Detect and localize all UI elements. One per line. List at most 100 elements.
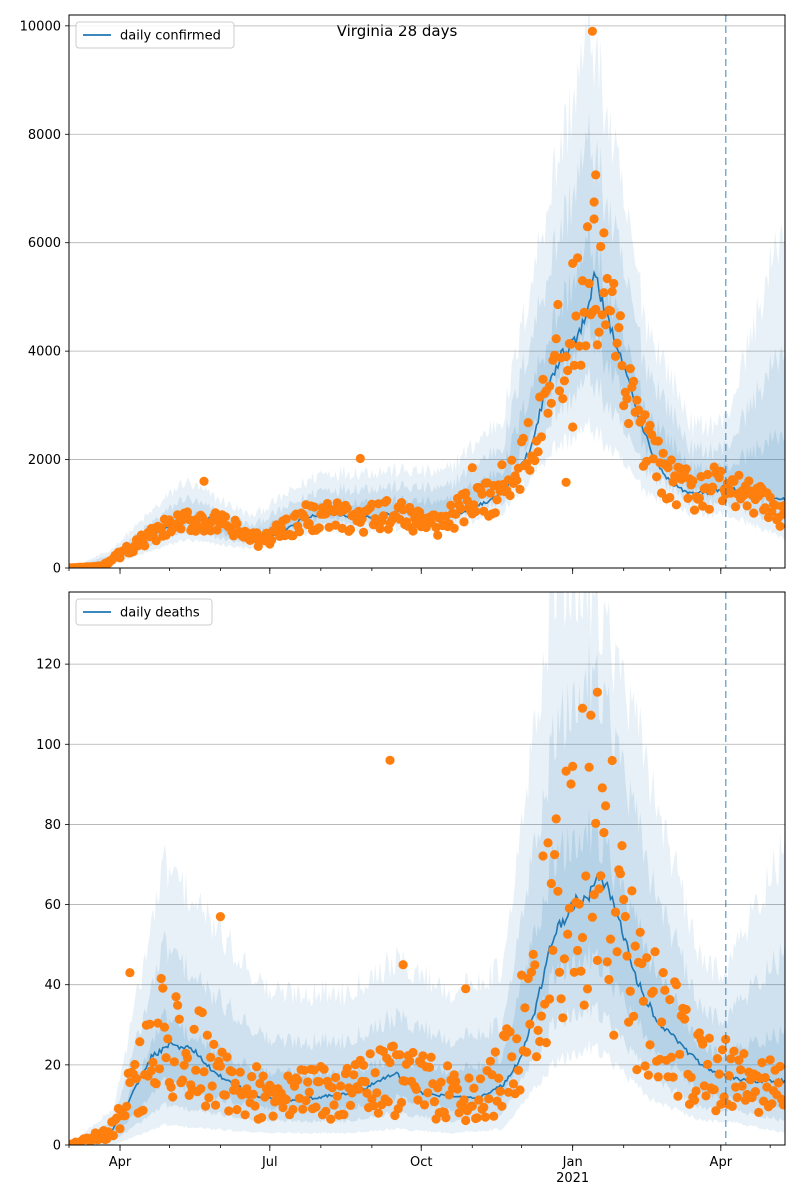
observed-point	[708, 482, 718, 492]
observed-point	[607, 755, 617, 766]
observed-point	[568, 761, 578, 772]
observed-point	[288, 1104, 298, 1115]
observed-point	[589, 214, 599, 224]
observed-point	[543, 408, 553, 418]
observed-point	[732, 1092, 742, 1103]
observed-point	[609, 1030, 619, 1040]
observed-point	[739, 1049, 749, 1059]
observed-point	[456, 504, 466, 514]
observed-point	[546, 398, 556, 408]
observed-point	[615, 311, 626, 321]
observed-point	[668, 1072, 678, 1082]
observed-point	[675, 1049, 685, 1059]
observed-point	[480, 1112, 490, 1122]
observed-point	[293, 1075, 303, 1085]
observed-point	[545, 994, 555, 1004]
observed-point	[441, 1113, 451, 1123]
observed-point	[765, 492, 775, 502]
observed-point	[587, 26, 598, 36]
observed-point	[591, 170, 601, 180]
observed-point	[426, 1052, 436, 1062]
observed-point	[495, 1086, 505, 1096]
observed-point	[278, 1102, 288, 1113]
uncertainty-band	[69, 111, 785, 568]
observed-point	[248, 1089, 258, 1099]
observed-point	[151, 1079, 161, 1089]
observed-point	[541, 1038, 551, 1048]
observed-point	[760, 503, 770, 513]
observed-point	[419, 1100, 430, 1110]
observed-point	[227, 1067, 237, 1077]
observed-point	[485, 1056, 495, 1066]
y-tick-label: 0	[53, 562, 61, 577]
axes-frame	[68, 591, 786, 1146]
observed-point	[596, 871, 606, 881]
observed-point	[349, 1070, 359, 1080]
observed-point	[605, 934, 616, 944]
y-tick-label: 0	[53, 1139, 61, 1154]
observed-point	[571, 311, 581, 321]
observed-point	[209, 1039, 219, 1049]
observed-point	[424, 1062, 435, 1072]
observed-point	[197, 1007, 207, 1018]
observed-point	[645, 420, 655, 430]
observed-point	[204, 1093, 214, 1103]
observed-point	[336, 1081, 346, 1091]
observed-point	[528, 949, 538, 960]
observed-point	[156, 523, 166, 533]
observed-point	[365, 1049, 375, 1059]
observed-point	[174, 1014, 184, 1024]
uncertainty-band	[69, 804, 785, 1145]
observed-point	[451, 1076, 461, 1086]
observed-point	[726, 1054, 736, 1064]
observed-point	[375, 524, 385, 534]
observed-point	[452, 1084, 463, 1094]
observed-point	[156, 973, 166, 984]
observed-point	[704, 1033, 714, 1043]
observed-point	[609, 278, 619, 289]
observed-point	[396, 498, 407, 508]
observed-point	[507, 1052, 517, 1062]
observed-point	[201, 1101, 211, 1111]
observed-point	[505, 490, 515, 501]
observed-point	[749, 508, 759, 518]
observed-point	[574, 341, 584, 351]
observed-point	[400, 1076, 410, 1086]
observed-point	[164, 515, 174, 525]
observed-point	[520, 1003, 530, 1013]
observed-point	[754, 491, 764, 501]
observed-point	[607, 286, 617, 297]
observed-point	[625, 986, 635, 996]
observed-point	[533, 1025, 543, 1035]
observed-point	[176, 524, 186, 534]
observed-point	[408, 526, 418, 536]
observed-point	[321, 1106, 331, 1116]
observed-point	[485, 488, 495, 498]
observed-point	[632, 1065, 642, 1075]
observed-point	[778, 509, 785, 519]
observed-point	[538, 851, 548, 861]
observed-point	[314, 523, 324, 533]
observed-point	[525, 465, 535, 475]
y-tick-label: 20	[44, 1058, 61, 1073]
observed-point	[408, 1047, 418, 1058]
observed-point	[382, 496, 392, 506]
observed-point	[215, 1061, 225, 1071]
observed-point	[479, 1102, 489, 1112]
observed-point	[475, 1074, 486, 1084]
observed-point	[398, 960, 408, 970]
observed-point	[739, 490, 749, 500]
observed-point	[171, 992, 181, 1002]
observed-point	[614, 323, 624, 333]
observed-point	[454, 1108, 464, 1118]
observed-point	[596, 241, 606, 252]
observed-point	[688, 476, 698, 486]
observed-point	[599, 288, 609, 298]
observed-point	[122, 1101, 132, 1111]
observed-point	[767, 1099, 777, 1109]
observed-point	[250, 1101, 260, 1111]
observed-point	[202, 1030, 212, 1040]
observed-point	[576, 360, 586, 370]
x-tick-label: Jan	[562, 1155, 583, 1170]
observed-point	[329, 1100, 339, 1110]
